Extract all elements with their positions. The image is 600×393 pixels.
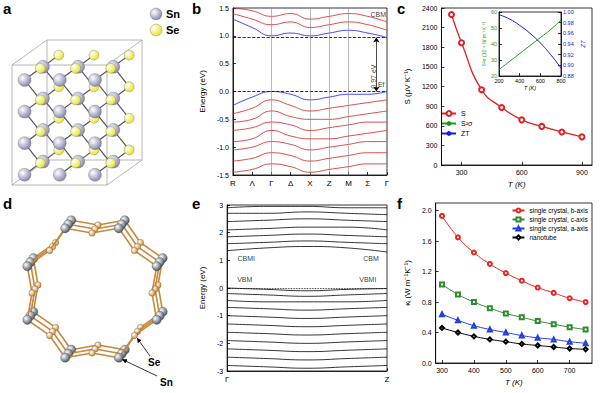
svg-text:600: 600 — [426, 122, 438, 129]
svg-text:3: 3 — [219, 202, 223, 209]
svg-text:1.2: 1.2 — [422, 268, 432, 275]
svg-text:0.97 eV: 0.97 eV — [370, 64, 377, 88]
svg-text:VBMI: VBMI — [359, 276, 376, 283]
svg-text:S²σ: S²σ — [461, 120, 473, 127]
svg-text:0.96: 0.96 — [563, 30, 574, 36]
svg-text:50: 50 — [491, 25, 497, 31]
svg-text:single crystal, b-axis: single crystal, b-axis — [529, 207, 588, 215]
svg-text:0.4: 0.4 — [422, 329, 432, 336]
svg-text:1.6: 1.6 — [422, 238, 432, 245]
svg-text:2400: 2400 — [422, 5, 438, 12]
svg-text:κₗ (W m⁻¹K⁻¹): κₗ (W m⁻¹K⁻¹) — [403, 260, 412, 306]
svg-text:T (K): T (K) — [524, 85, 536, 91]
svg-text:Σ: Σ — [365, 179, 370, 188]
svg-text:-3: -3 — [217, 368, 223, 375]
svg-text:1800: 1800 — [422, 44, 438, 51]
svg-text:0.0: 0.0 — [422, 360, 432, 367]
html-text:f: f — [397, 195, 402, 212]
svg-text:Sn: Sn — [160, 377, 173, 388]
svg-text:ZT: ZT — [461, 130, 470, 137]
svg-text:800: 800 — [556, 78, 565, 84]
svg-text:T (K): T (K) — [505, 378, 523, 387]
svg-text:Se: Se — [166, 24, 179, 36]
svg-text:Sn: Sn — [166, 8, 180, 20]
svg-text:-1.5: -1.5 — [217, 172, 229, 179]
svg-text:300: 300 — [456, 169, 468, 176]
svg-text:Energy (eV): Energy (eV) — [198, 266, 207, 309]
svg-text:Ef: Ef — [377, 81, 385, 89]
svg-text:nanotube: nanotube — [529, 234, 556, 241]
svg-text:900: 900 — [426, 103, 438, 110]
svg-text:60: 60 — [491, 9, 497, 15]
svg-text:0.0: 0.0 — [219, 88, 229, 95]
svg-text:1.5: 1.5 — [219, 5, 229, 12]
svg-text:0.94: 0.94 — [563, 41, 574, 47]
svg-text:single crystal, c-axis: single crystal, c-axis — [529, 216, 588, 224]
svg-text:400: 400 — [515, 78, 524, 84]
svg-text:0.8: 0.8 — [422, 299, 432, 306]
svg-text:Z: Z — [385, 375, 390, 384]
svg-text:0.88: 0.88 — [563, 73, 574, 79]
svg-text:S: S — [461, 110, 466, 117]
svg-text:300: 300 — [436, 367, 448, 374]
svg-text:1500: 1500 — [422, 63, 438, 70]
svg-text:T (K): T (K) — [508, 180, 526, 189]
svg-text:Energy (eV): Energy (eV) — [198, 70, 207, 113]
svg-text:600: 600 — [516, 169, 528, 176]
svg-text:0.92: 0.92 — [563, 52, 574, 58]
svg-text:Γ: Γ — [385, 179, 390, 188]
svg-text:900: 900 — [576, 169, 588, 176]
svg-text:CBMI: CBMI — [238, 255, 256, 262]
svg-text:S²σ (10⁻⁴ W m⁻¹K⁻²): S²σ (10⁻⁴ W m⁻¹K⁻²) — [481, 21, 487, 66]
svg-text:VBM: VBM — [237, 276, 252, 283]
svg-text:-1: -1 — [217, 312, 223, 319]
svg-text:Z: Z — [327, 179, 332, 188]
svg-text:-1.0: -1.0 — [217, 144, 229, 151]
svg-text:0.98: 0.98 — [563, 20, 574, 26]
svg-text:20: 20 — [490, 73, 497, 79]
svg-text:Se: Se — [148, 357, 161, 368]
svg-text:CBM: CBM — [371, 11, 387, 18]
svg-text:30: 30 — [491, 57, 497, 63]
svg-text:600: 600 — [532, 367, 544, 374]
svg-text:0: 0 — [219, 285, 223, 292]
svg-text:1200: 1200 — [422, 83, 438, 90]
svg-text:1: 1 — [219, 257, 223, 264]
svg-text:600: 600 — [536, 78, 545, 84]
svg-text:ZT: ZT — [580, 39, 586, 49]
svg-text:2.0: 2.0 — [422, 207, 432, 214]
svg-text:1.00: 1.00 — [563, 9, 574, 15]
svg-text:500: 500 — [500, 367, 512, 374]
svg-text:Δ: Δ — [288, 179, 294, 188]
svg-text:400: 400 — [468, 367, 480, 374]
svg-text:200: 200 — [494, 78, 503, 84]
svg-text:-2: -2 — [217, 340, 223, 347]
svg-text:M: M — [345, 179, 352, 188]
svg-text:R: R — [230, 179, 236, 188]
svg-text:300: 300 — [426, 142, 438, 149]
html-text:e: e — [192, 195, 201, 212]
svg-text:Γ: Γ — [269, 179, 274, 188]
html-text:b: b — [192, 0, 202, 17]
svg-text:40: 40 — [491, 41, 497, 47]
svg-text:X: X — [307, 179, 313, 188]
svg-text:single crystal, a-axis: single crystal, a-axis — [529, 225, 588, 233]
svg-text:0: 0 — [434, 162, 438, 169]
html-text:d: d — [3, 195, 13, 212]
svg-text:CBM: CBM — [363, 255, 379, 262]
html-text:c: c — [397, 0, 406, 17]
svg-text:0.5: 0.5 — [219, 60, 229, 67]
html-text:a: a — [3, 0, 12, 17]
svg-text:2100: 2100 — [422, 24, 438, 31]
svg-text:Λ: Λ — [250, 179, 256, 188]
svg-text:0.90: 0.90 — [563, 62, 574, 68]
svg-text:Γ: Γ — [225, 375, 230, 384]
svg-text:1.0: 1.0 — [219, 32, 229, 39]
svg-text:S (μV K⁻¹): S (μV K⁻¹) — [403, 68, 412, 104]
svg-text:-0.5: -0.5 — [217, 116, 229, 123]
svg-text:2: 2 — [219, 229, 223, 236]
svg-text:700: 700 — [564, 367, 576, 374]
